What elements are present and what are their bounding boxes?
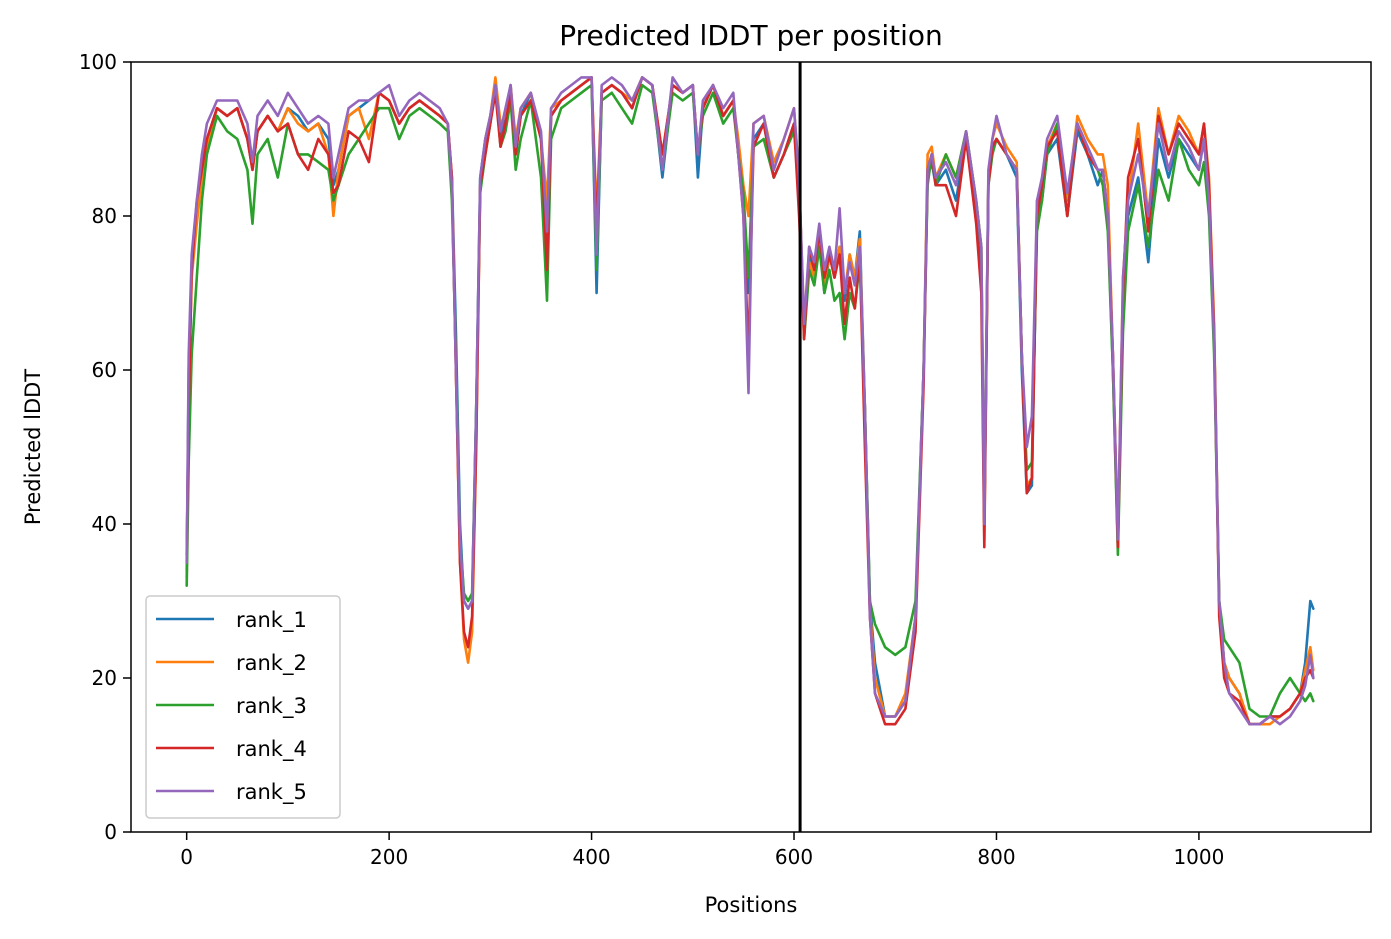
- x-tick-label: 800: [977, 845, 1015, 869]
- chart-title: Predicted lDDT per position: [559, 19, 943, 52]
- y-tick-label: 20: [92, 666, 117, 690]
- legend-box: [145, 595, 341, 819]
- x-axis-ticks: 0 200 400 600 800 1000: [180, 832, 1224, 869]
- legend: rank_1 rank_2 rank_3 rank_4 rank_5: [145, 595, 341, 819]
- x-tick-label: 1000: [1173, 845, 1224, 869]
- y-axis-label: Predicted lDDT: [21, 369, 45, 525]
- legend-label-rank_5: rank_5: [236, 780, 307, 805]
- y-tick-label: 80: [92, 204, 117, 228]
- plot-frame: [130, 61, 1372, 833]
- y-tick-label: 100: [79, 50, 117, 74]
- series-line-rank_5: [185, 76, 1315, 726]
- y-tick-label: 0: [104, 820, 117, 844]
- y-tick-label: 60: [92, 358, 117, 382]
- legend-label-rank_3: rank_3: [236, 694, 307, 719]
- series-line-rank_2: [185, 76, 1315, 726]
- y-tick-label: 40: [92, 512, 117, 536]
- y-axis-ticks: 0 20 40 60 80 100: [79, 50, 131, 844]
- legend-label-rank_4: rank_4: [236, 737, 307, 762]
- x-tick-label: 600: [775, 845, 813, 869]
- x-tick-label: 400: [572, 845, 610, 869]
- x-tick-label: 0: [180, 845, 193, 869]
- x-tick-label: 200: [370, 845, 408, 869]
- legend-label-rank_2: rank_2: [236, 651, 307, 676]
- plot-lines: [185, 76, 1315, 726]
- legend-label-rank_1: rank_1: [236, 608, 307, 633]
- x-axis-label: Positions: [705, 893, 798, 917]
